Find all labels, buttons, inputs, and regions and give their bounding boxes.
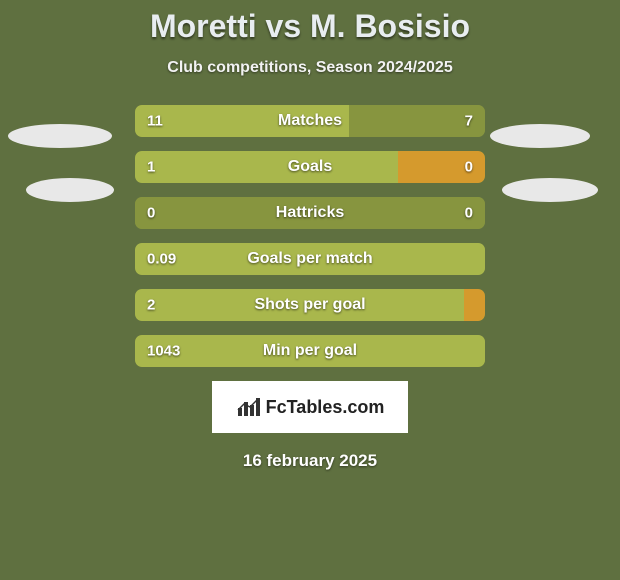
stat-label: Min per goal bbox=[263, 342, 357, 360]
fctables-logo: FcTables.com bbox=[212, 381, 408, 433]
bar-chart-icon bbox=[236, 396, 262, 418]
stat-value-right: 7 bbox=[465, 113, 473, 130]
stat-value-left: 0.09 bbox=[147, 251, 176, 268]
stat-value-right: 0 bbox=[465, 159, 473, 176]
player-left-badge-top bbox=[8, 124, 112, 148]
stat-value-left: 2 bbox=[147, 297, 155, 314]
stat-label: Goals bbox=[288, 158, 332, 176]
stat-bar-right bbox=[464, 289, 485, 321]
stat-bar-left bbox=[135, 151, 398, 183]
snapshot-date: 16 february 2025 bbox=[0, 451, 620, 471]
stat-value-left: 0 bbox=[147, 205, 155, 222]
logo-text: FcTables.com bbox=[266, 397, 385, 418]
player-right-badge-mid bbox=[502, 178, 598, 202]
stat-value-right: 0 bbox=[465, 205, 473, 222]
stat-label: Hattricks bbox=[276, 204, 344, 222]
stat-row: Shots per goal 2 bbox=[135, 289, 485, 321]
player-right-badge-top bbox=[490, 124, 590, 148]
stat-label: Goals per match bbox=[247, 250, 372, 268]
stat-row: Matches 11 7 bbox=[135, 105, 485, 137]
stat-row: Goals per match 0.09 bbox=[135, 243, 485, 275]
stat-value-left: 11 bbox=[147, 113, 163, 130]
stat-value-left: 1043 bbox=[147, 343, 180, 360]
player-left-badge-mid bbox=[26, 178, 114, 202]
stat-value-left: 1 bbox=[147, 159, 155, 176]
stat-row: Hattricks 0 0 bbox=[135, 197, 485, 229]
season-subtitle: Club competitions, Season 2024/2025 bbox=[0, 59, 620, 77]
stat-label: Shots per goal bbox=[254, 296, 365, 314]
stat-row: Min per goal 1043 bbox=[135, 335, 485, 367]
page-title: Moretti vs M. Bosisio bbox=[0, 0, 620, 45]
stat-label: Matches bbox=[278, 112, 342, 130]
stat-row: Goals 1 0 bbox=[135, 151, 485, 183]
